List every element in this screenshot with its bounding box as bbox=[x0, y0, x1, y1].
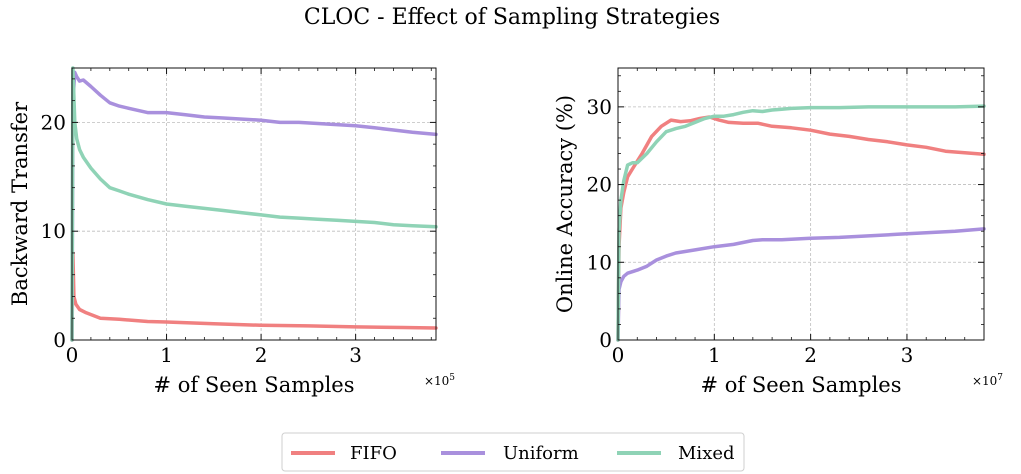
acc-x-axis-label: # of Seen Samples bbox=[701, 373, 902, 397]
bt-xtick-label: 2 bbox=[255, 343, 268, 367]
acc-y-axis-label: Online Accuracy (%) bbox=[553, 95, 577, 313]
bt-ytick-label: 0 bbox=[53, 328, 66, 352]
bt-xtick-label: 0 bbox=[66, 343, 79, 367]
bt-y-axis-label: Backward Transfer bbox=[8, 101, 32, 306]
acc-xtick-label: 0 bbox=[612, 343, 625, 367]
acc-ytick-label: 0 bbox=[599, 328, 612, 352]
legend: FIFO Uniform Mixed bbox=[282, 433, 744, 471]
bt-xtick-label: 1 bbox=[160, 343, 173, 367]
acc-xtick-label: 1 bbox=[708, 343, 721, 367]
bt-ytick-label: 10 bbox=[41, 219, 66, 243]
bt-line-fifo bbox=[72, 253, 436, 340]
acc-xtick-label: 3 bbox=[901, 343, 914, 367]
bt-x-scale-label: ×105 bbox=[424, 373, 455, 388]
acc-xtick-label: 2 bbox=[804, 343, 817, 367]
bt-xtick-label: 3 bbox=[349, 343, 362, 367]
bt-line-uniform bbox=[72, 72, 436, 340]
bt-x-axis-label: # of Seen Samples bbox=[154, 373, 355, 397]
acc-ytick-label: 30 bbox=[587, 95, 612, 119]
legend-label-mixed: Mixed bbox=[678, 443, 735, 464]
bt-ytick-label: 20 bbox=[41, 110, 66, 134]
backward-transfer-plot: 0 1 2 3 0 10 20 # of Seen Samples Backward Trans… bbox=[8, 68, 455, 397]
acc-line-mixed bbox=[618, 106, 984, 340]
acc-ytick-label: 10 bbox=[587, 250, 612, 274]
acc-line-fifo bbox=[618, 117, 984, 340]
legend-label-fifo: FIFO bbox=[350, 443, 397, 464]
acc-x-scale-label: ×107 bbox=[972, 373, 1003, 388]
acc-ytick-label: 20 bbox=[587, 173, 612, 197]
legend-label-uniform: Uniform bbox=[503, 443, 579, 464]
acc-line-uniform bbox=[618, 229, 984, 340]
figure-title: CLOC - Effect of Sampling Strategies bbox=[304, 5, 720, 30]
